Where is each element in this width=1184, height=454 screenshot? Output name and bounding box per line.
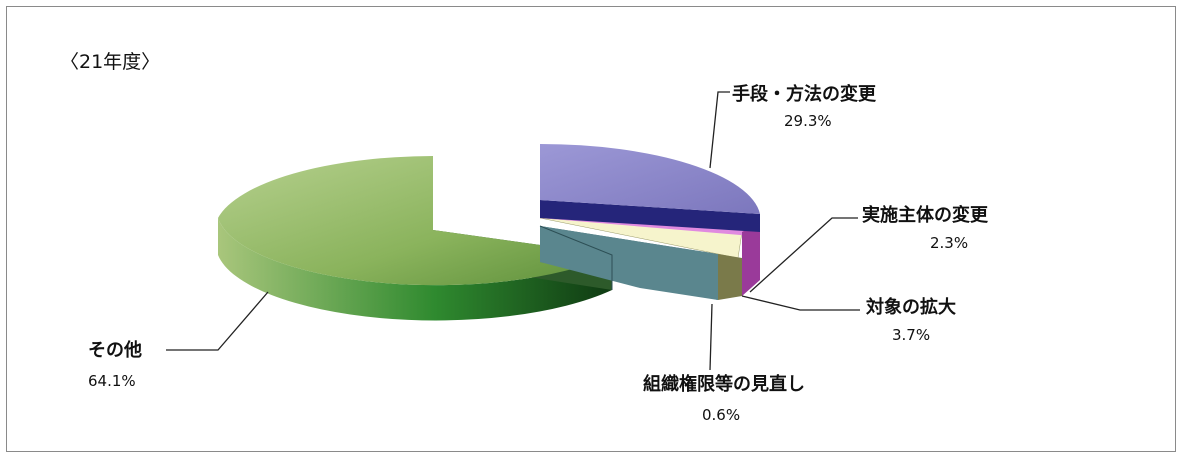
pie-slice-jisshi-side (742, 222, 760, 296)
chart-title: 〈21年度〉 (60, 51, 160, 73)
label-soshiki: 組織権限等の見直し 0.6% (643, 373, 805, 424)
label-sonota-name: その他 (88, 339, 142, 361)
pie-slice-taisho-side (718, 254, 742, 300)
label-taisho-name: 対象の拡大 (865, 296, 956, 318)
pie-slice-sonota-top (218, 156, 612, 286)
pie-slice-shudan (540, 143, 760, 232)
label-taisho-value: 3.7% (892, 326, 930, 344)
leader-line-shudan (709, 91, 730, 169)
label-jisshi: 実施主体の変更 2.3% (862, 204, 989, 252)
leader-line-soshiki (709, 303, 713, 371)
pie-slice-soshiki-top (540, 226, 718, 300)
label-sonota: その他 64.1% (88, 339, 142, 390)
pie-slice-shudan-top (540, 143, 760, 214)
pie-slice-shudan-side (540, 200, 760, 232)
label-shudan-value: 29.3% (784, 112, 832, 130)
leader-lines (166, 91, 860, 371)
pie-slice-taisho (539, 217, 743, 300)
pie-slice-sonota (218, 156, 612, 321)
chart-frame (6, 6, 1176, 452)
pie-slice-sonota-side (218, 218, 612, 321)
pie-slice-soshiki (539, 218, 718, 300)
label-shudan-name: 手段・方法の変更 (732, 83, 877, 105)
leader-line-sonota (166, 291, 269, 351)
label-soshiki-value: 0.6% (702, 406, 740, 424)
label-sonota-value: 64.1% (88, 372, 136, 390)
label-soshiki-name: 組織権限等の見直し (643, 373, 805, 395)
pie-slice-soshiki-edge (539, 225, 613, 290)
leader-line-jisshi (749, 217, 858, 293)
label-taisho: 対象の拡大 3.7% (865, 296, 956, 344)
leader-line-taisho (741, 295, 860, 311)
label-shudan: 手段・方法の変更 29.3% (732, 83, 877, 130)
label-jisshi-name: 実施主体の変更 (862, 204, 989, 226)
label-jisshi-value: 2.3% (930, 234, 968, 252)
